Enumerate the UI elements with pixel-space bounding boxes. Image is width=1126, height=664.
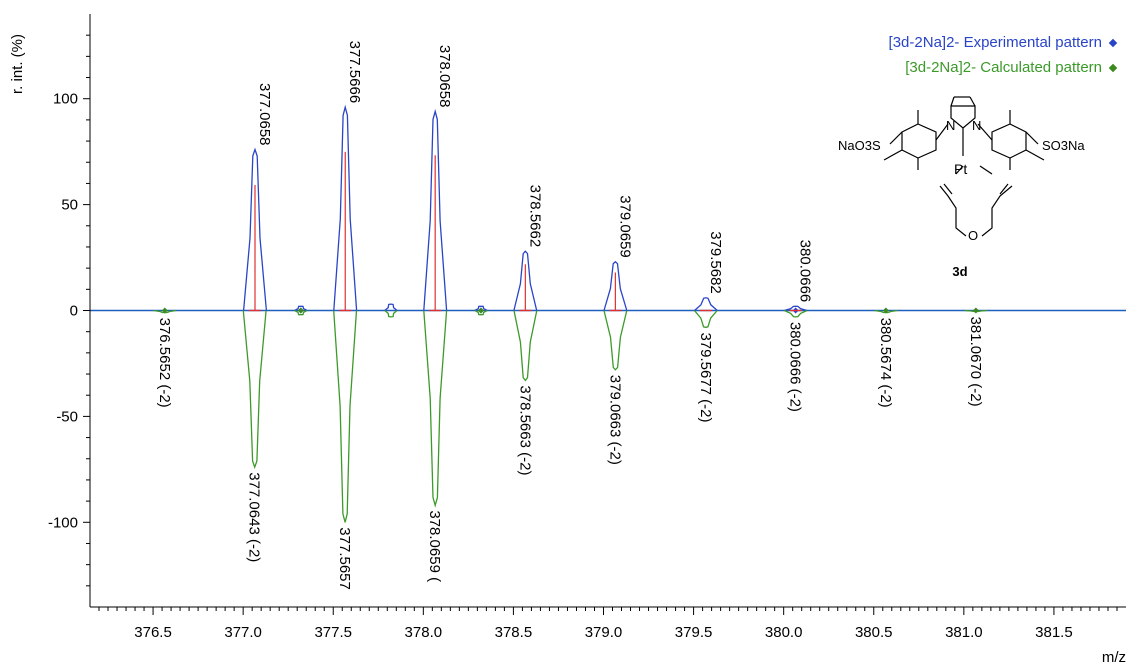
peak-experimental bbox=[333, 104, 358, 311]
peak-label-calculated: 381.0670 (-2) bbox=[967, 317, 984, 407]
peak-experimental bbox=[474, 305, 488, 312]
peak-calculated bbox=[784, 309, 808, 318]
legend-entry-calculated: [3d-2Na]2- Calculated pattern bbox=[889, 55, 1118, 80]
peak-label-experimental: 378.0658 bbox=[436, 45, 453, 108]
legend-entry-experimental: [3d-2Na]2- Experimental pattern bbox=[889, 30, 1118, 55]
legend-label-calculated: [3d-2Na]2- Calculated pattern bbox=[905, 59, 1102, 76]
peak-experimental bbox=[384, 303, 398, 312]
ring-bond bbox=[950, 96, 955, 107]
x-tick-label: 381.5 bbox=[1035, 624, 1073, 641]
pt-alkene-bond bbox=[979, 165, 993, 175]
x-tick-label: 379.0 bbox=[585, 624, 623, 641]
peak-label-experimental: 379.5682 bbox=[707, 231, 724, 294]
pt-alkene-bond bbox=[955, 165, 964, 175]
y-tick-label: 100 bbox=[53, 91, 78, 108]
legend-marker-experimental bbox=[1108, 38, 1118, 48]
peak-label-calculated: 379.5677 (-2) bbox=[697, 332, 714, 422]
alkene-bond bbox=[999, 183, 1009, 195]
peak-marker-calculated bbox=[297, 307, 304, 314]
peak-label-calculated: 380.0666 (-2) bbox=[787, 322, 804, 412]
peak-label-calculated: 378.0659 ( bbox=[426, 510, 443, 582]
allyl-chain-right bbox=[981, 185, 1013, 237]
aryl-ring-left bbox=[901, 123, 937, 159]
peak-experimental bbox=[294, 305, 308, 312]
aryl-bond bbox=[977, 123, 993, 141]
peak-marker-calculated bbox=[161, 307, 168, 314]
x-tick-label: 377.0 bbox=[224, 624, 262, 641]
peak-experimental bbox=[242, 147, 268, 311]
peak-label-calculated: 377.5657 bbox=[336, 527, 353, 590]
sulfonate-bond bbox=[889, 131, 903, 145]
x-tick-label: 378.0 bbox=[405, 624, 443, 641]
legend-label-experimental: [3d-2Na]2- Experimental pattern bbox=[888, 34, 1102, 51]
peak-calculated bbox=[474, 309, 488, 316]
peak-label-calculated: 379.0663 (-2) bbox=[606, 375, 623, 465]
ring-bond bbox=[950, 105, 976, 129]
aryl-bond bbox=[935, 123, 949, 141]
peak-label-calculated: 378.5663 (-2) bbox=[516, 385, 533, 475]
x-tick-label: 379.5 bbox=[675, 624, 713, 641]
nitrogen-label-left: N bbox=[946, 118, 955, 133]
y-axis-title: r. int. (%) bbox=[9, 34, 26, 94]
x-tick-label: 381.0 bbox=[945, 624, 983, 641]
methyl-bond bbox=[1025, 149, 1045, 161]
peak-calculated bbox=[294, 309, 308, 316]
peak-calculated bbox=[242, 310, 267, 470]
platinum-label: Pt bbox=[954, 161, 967, 177]
peak-calculated bbox=[603, 310, 628, 371]
peak-experimental bbox=[603, 260, 628, 311]
x-tick-label: 380.5 bbox=[855, 624, 893, 641]
sulfonate-right-label: SO3Na bbox=[1042, 138, 1085, 153]
peak-experimental bbox=[513, 250, 538, 311]
peak-experimental bbox=[694, 297, 718, 311]
peak-experimental bbox=[784, 305, 808, 312]
ring-bond bbox=[969, 96, 976, 107]
oxygen-label: O bbox=[968, 228, 978, 243]
peak-marker-calculated bbox=[477, 307, 484, 314]
peak-label-experimental: 379.0659 bbox=[616, 195, 633, 258]
peak-calculated bbox=[693, 310, 718, 329]
aryl-ring-right bbox=[991, 123, 1027, 159]
compound-label: 3d bbox=[952, 264, 968, 279]
alkene-bond bbox=[943, 183, 953, 195]
methyl-bond bbox=[883, 149, 903, 161]
sulfonate-left-label: NaO3S bbox=[838, 138, 881, 153]
peak-label-experimental: 377.5666 bbox=[346, 41, 363, 104]
peak-calculated bbox=[333, 310, 358, 523]
nitrogen-label-right: N bbox=[972, 118, 981, 133]
peak-label-calculated: 380.5674 (-2) bbox=[877, 318, 894, 408]
peak-label-experimental: 377.0658 bbox=[256, 83, 273, 146]
peak-experimental bbox=[423, 108, 448, 311]
x-axis-title: m/z bbox=[1102, 649, 1126, 664]
peak-label-experimental: 380.0666 bbox=[797, 240, 814, 303]
x-tick-label: 376.5 bbox=[134, 624, 172, 641]
x-tick-label: 380.0 bbox=[765, 624, 803, 641]
y-tick-label: 50 bbox=[61, 197, 78, 214]
x-tick-label: 377.5 bbox=[314, 624, 352, 641]
allyl-chain-left bbox=[939, 185, 967, 237]
x-tick-label: 378.5 bbox=[495, 624, 533, 641]
peak-label-experimental: 378.5662 bbox=[526, 185, 543, 248]
peak-calculated bbox=[423, 310, 448, 508]
peak-marker-calculated bbox=[882, 307, 889, 314]
y-tick-label: -50 bbox=[56, 408, 78, 425]
chemical-structure: N N Pt O NaO3S SO3Na bbox=[838, 96, 1085, 243]
y-tick-label: -100 bbox=[48, 514, 78, 531]
y-tick-label: 0 bbox=[70, 303, 78, 320]
peak-marker-calculated bbox=[972, 307, 979, 314]
peak-label-calculated: 376.5652 (-2) bbox=[156, 318, 173, 408]
legend-marker-calculated bbox=[1108, 63, 1118, 73]
peak-label-calculated: 377.0643 (-2) bbox=[246, 472, 263, 562]
peak-calculated bbox=[384, 309, 398, 318]
chart-legend: [3d-2Na]2- Experimental pattern [3d-2Na]… bbox=[889, 30, 1118, 80]
peak-calculated bbox=[513, 310, 538, 382]
sulfonate-bond bbox=[1025, 131, 1039, 145]
